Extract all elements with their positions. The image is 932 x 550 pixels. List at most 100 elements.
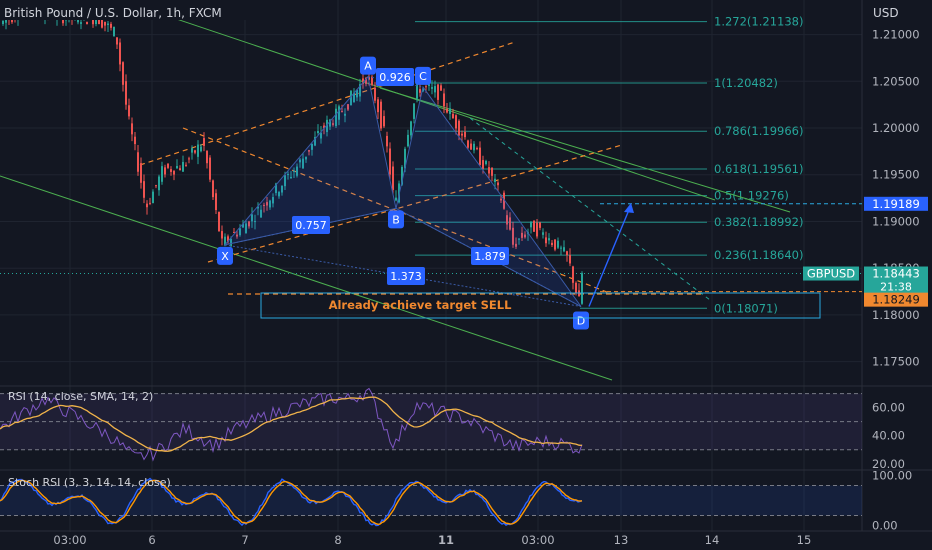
- candle-body: [392, 166, 394, 190]
- candle-body: [122, 62, 124, 85]
- stoch-rsi-title: Stoch RSI (3, 3, 14, 14, close): [8, 476, 171, 489]
- candle-body: [251, 214, 253, 222]
- candle-body: [242, 223, 244, 228]
- candle-body: [560, 247, 562, 249]
- candle-body: [494, 178, 496, 183]
- fib-level-label: 1(1.20482): [714, 76, 778, 90]
- tag-1.19189-bg: [864, 196, 928, 211]
- candle-body: [194, 150, 196, 153]
- candle-body: [410, 121, 412, 136]
- candle-body: [227, 236, 229, 242]
- candle-body: [470, 143, 472, 150]
- title-backdrop: [0, 0, 250, 20]
- time-tick-label: 7: [241, 533, 248, 547]
- candle-body: [368, 76, 370, 80]
- price-tick-label: 1.19500: [872, 168, 920, 182]
- candle-body: [134, 136, 136, 145]
- candle-body: [131, 123, 133, 135]
- candle-body: [317, 131, 319, 134]
- candle-body: [521, 232, 523, 238]
- pattern-ratio-badge: [387, 267, 425, 285]
- pattern-diagonal-xb: [224, 207, 397, 246]
- time-tick-label: 14: [705, 533, 720, 547]
- candle-body: [542, 232, 544, 235]
- fib-level-label: 1.272(1.21138): [714, 15, 803, 29]
- tag-current-price: 1.18443: [872, 267, 920, 281]
- candle-body: [443, 93, 445, 107]
- candle-body: [362, 78, 364, 84]
- price-tick-label: 1.17500: [872, 355, 920, 369]
- candle-body: [314, 136, 316, 146]
- candle-body: [425, 86, 427, 88]
- candle-body: [350, 90, 352, 106]
- candle-body: [308, 150, 310, 152]
- pattern-point-label: A: [364, 60, 372, 73]
- pattern-point-label: D: [577, 315, 585, 328]
- candle-body: [260, 209, 262, 218]
- rsi-tick-label: 60.00: [872, 401, 905, 415]
- candle-body: [383, 116, 385, 127]
- candle-body: [248, 221, 250, 227]
- candle-body: [518, 238, 520, 240]
- candle-body: [299, 159, 301, 163]
- pattern-point-badge: [388, 210, 404, 229]
- time-tick-label: 13: [614, 533, 629, 547]
- candle-body: [188, 158, 190, 160]
- forecast-arrow-head: [624, 203, 634, 213]
- candle-body: [338, 106, 340, 120]
- candle-body: [110, 23, 112, 28]
- candle-body: [530, 221, 532, 228]
- candle-body: [239, 228, 241, 236]
- candle-body: [446, 109, 448, 113]
- candle-body: [488, 167, 490, 174]
- candle-body: [341, 111, 343, 113]
- tag-1.18249: 1.18249: [872, 293, 920, 307]
- candle-body: [473, 143, 475, 151]
- candle-body: [503, 192, 505, 209]
- orange-channel-line: [139, 41, 516, 166]
- candle-body: [533, 220, 535, 232]
- price-tick-label: 1.19000: [872, 214, 920, 228]
- candle-body: [326, 119, 328, 133]
- pattern-point-label: B: [392, 213, 400, 226]
- fib-level-label: 0.382(1.18992): [714, 215, 803, 229]
- tag-1.19189: 1.19189: [872, 197, 920, 211]
- candle-body: [515, 243, 517, 247]
- candle-body: [401, 166, 403, 185]
- candle-body: [452, 113, 454, 119]
- rsi-line: [0, 387, 583, 462]
- candle-body: [179, 168, 181, 171]
- pattern-point-badge: [217, 246, 233, 265]
- candle-body: [458, 120, 460, 136]
- candle-body: [572, 266, 574, 283]
- candle-body: [101, 16, 103, 28]
- candle-body: [356, 89, 358, 98]
- candle-body: [536, 222, 538, 237]
- candle-body: [296, 166, 298, 176]
- candle-body: [335, 108, 337, 127]
- candle-body: [332, 123, 334, 125]
- candle-body: [176, 166, 178, 169]
- candle-body: [146, 203, 148, 208]
- candle-body: [311, 143, 313, 150]
- candle-body: [209, 157, 211, 180]
- fib-level-label: 0.618(1.19561): [714, 162, 803, 176]
- candle-body: [272, 197, 274, 204]
- rsi-ma-line: [0, 396, 583, 452]
- candle-body: [2, 20, 4, 25]
- candle-body: [344, 113, 346, 116]
- candle-body: [275, 183, 277, 194]
- candle-body: [347, 104, 349, 110]
- pattern-point-label: C: [419, 70, 427, 83]
- candle-body: [86, 22, 88, 25]
- candle-body: [263, 204, 265, 206]
- candle-body: [455, 115, 457, 129]
- candle-body: [5, 19, 7, 23]
- candle-body: [95, 19, 97, 25]
- candle-body: [290, 176, 292, 178]
- candle-body: [113, 27, 115, 37]
- fibonacci-levels: 1.272(1.21138) 1(1.20482) 0.786(1.19966) 0.…: [415, 15, 803, 315]
- candle-body: [575, 282, 577, 293]
